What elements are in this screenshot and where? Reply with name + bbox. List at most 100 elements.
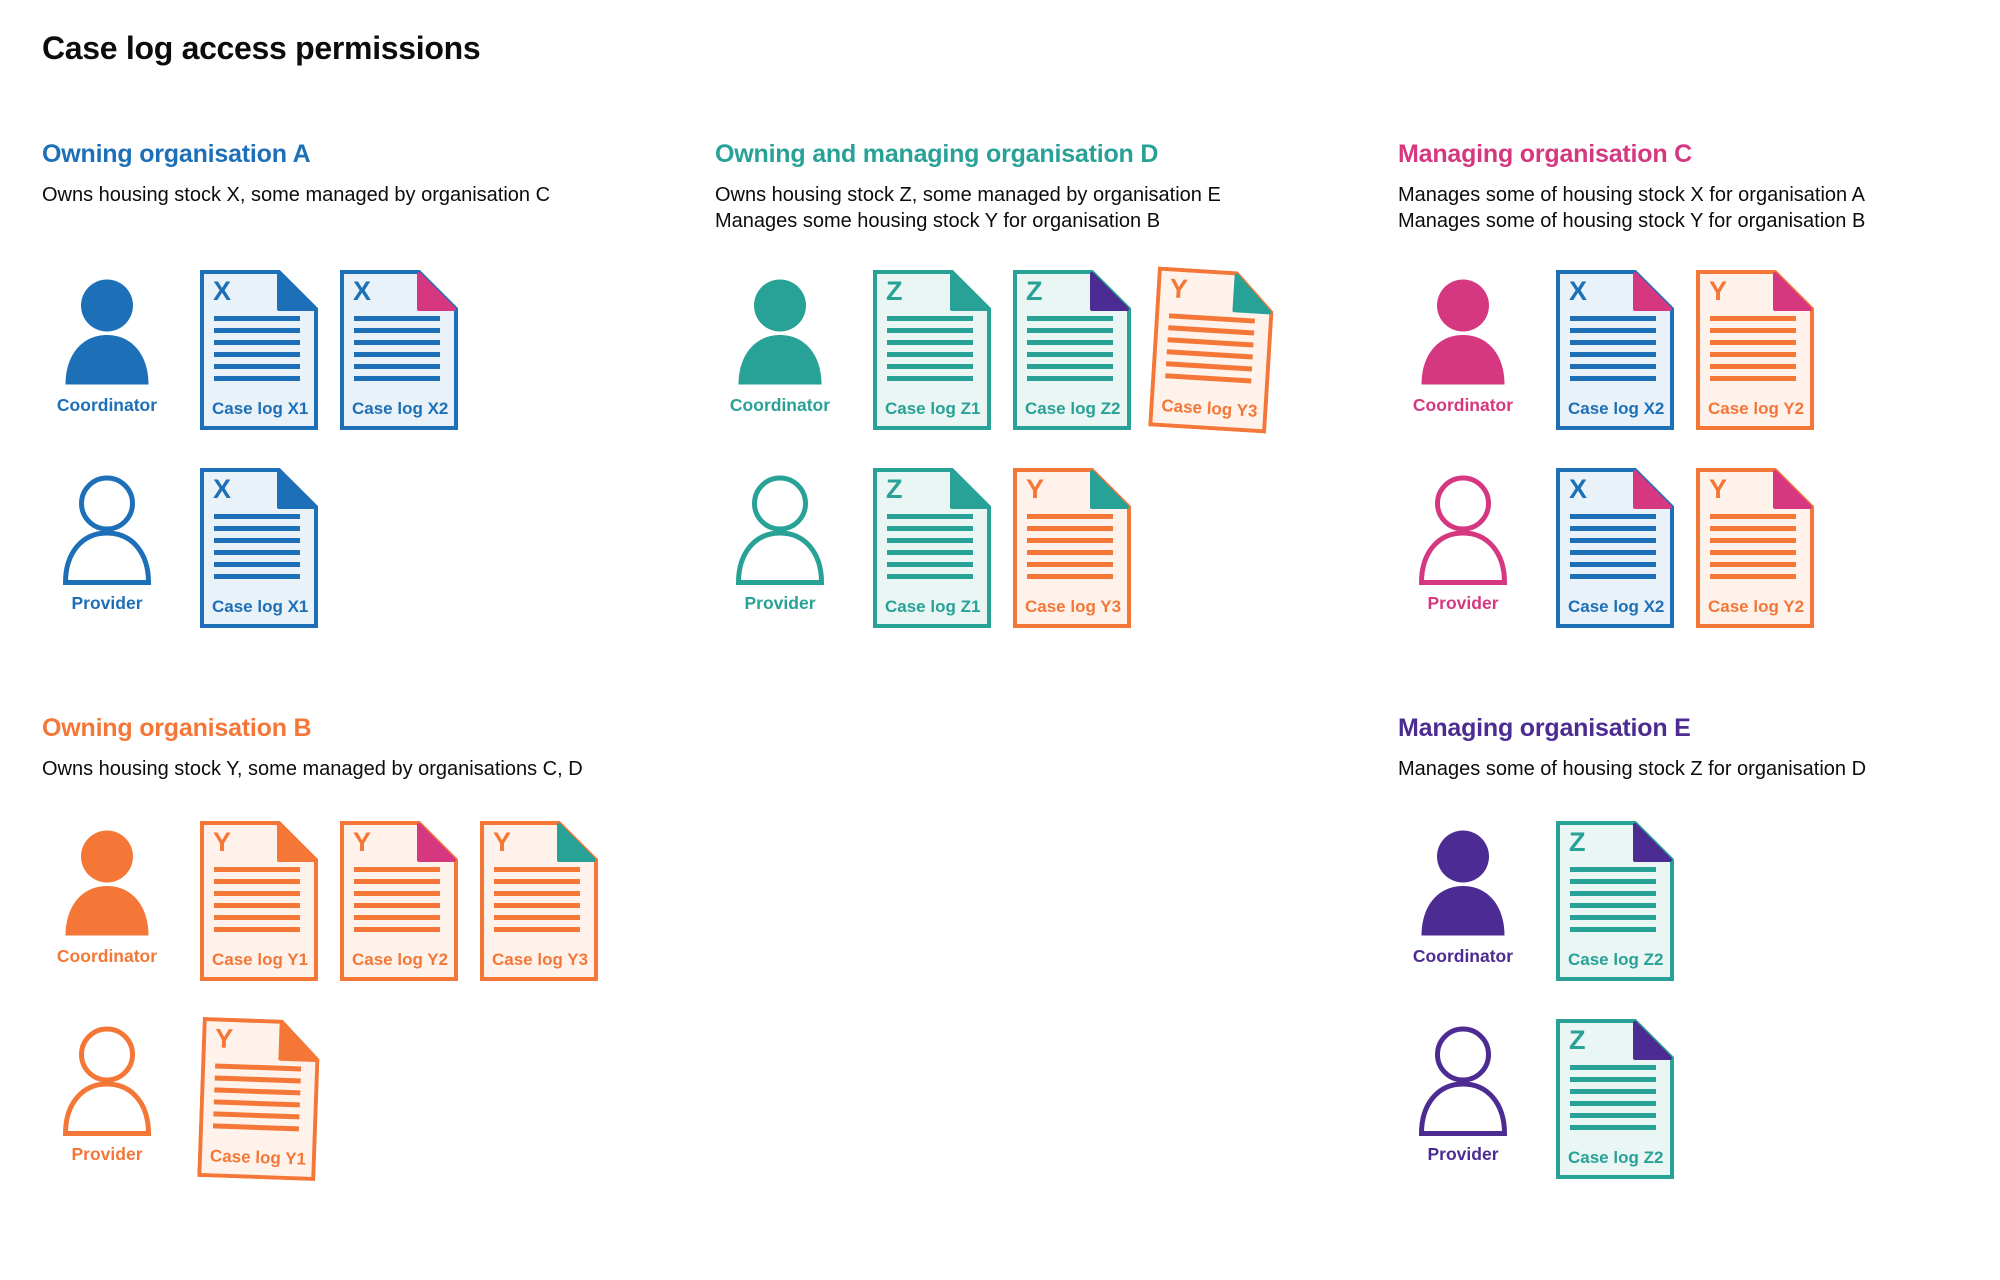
document-text-line — [354, 915, 440, 920]
section-managing-organisation-c: Managing organisation C Manages some of h… — [1398, 138, 2000, 628]
section-description: Owns housing stock Y, some managed by or… — [42, 756, 702, 782]
document-text-line — [1710, 550, 1796, 555]
case-log-label: Case log Y2 — [352, 950, 449, 969]
document-text-line — [1570, 574, 1656, 579]
case-log-label: Case log X2 — [352, 399, 449, 418]
document-text-line — [214, 915, 300, 920]
folded-corner-icon — [1633, 1021, 1672, 1060]
case-log-label: Case log Z2 — [1568, 1148, 1664, 1167]
document-text-line — [214, 903, 300, 908]
document-text-line — [213, 1099, 300, 1108]
stock-letter: Y — [213, 827, 232, 857]
coordinator-row: Coordinator X Case log X2 Y Case log Y2 — [1398, 270, 1814, 430]
provider-person: Provider — [715, 468, 873, 614]
section-heading: Managing organisation E — [1398, 714, 1691, 742]
case-log-document: Z Case log Z2 — [1013, 270, 1131, 430]
case-log-label: Case log Z2 — [1568, 950, 1664, 969]
document-text-line — [1570, 1077, 1656, 1082]
document-text-line — [354, 340, 440, 345]
folded-corner-icon — [1633, 272, 1672, 311]
document-text-line — [887, 538, 973, 543]
document-text-line — [1027, 376, 1113, 381]
stock-letter: X — [1569, 276, 1588, 306]
document-text-line — [1027, 316, 1113, 321]
section-description-line: Owns housing stock Z, some managed by or… — [715, 184, 1221, 206]
document-text-line — [1168, 313, 1255, 324]
document-text-line — [1710, 538, 1796, 543]
stock-letter: Z — [886, 276, 903, 306]
section-owning-organisation-a: Owning organisation A Owns housing stock … — [42, 138, 702, 628]
section-description: Manages some of housing stock X for orga… — [1398, 182, 2000, 234]
case-log-label: Case log Z2 — [1025, 399, 1121, 418]
provider-person: Provider — [1398, 1019, 1556, 1165]
case-log-label: Case log Y1 — [212, 950, 309, 969]
case-log-document-icon — [480, 821, 598, 981]
case-log-document: Z Case log Z1 — [873, 468, 991, 628]
stock-letter: Y — [1026, 474, 1045, 504]
document-text-line — [1570, 538, 1656, 543]
case-log-document-icon — [1013, 270, 1131, 430]
role-label: Provider — [1427, 593, 1499, 613]
document-text-line — [214, 879, 300, 884]
stock-letter: X — [1569, 474, 1588, 504]
coordinator-person: Coordinator — [1398, 270, 1556, 416]
document-text-line — [214, 316, 300, 321]
provider-person: Provider — [1398, 468, 1556, 614]
case-log-document-icon — [1013, 468, 1131, 628]
document-text-line — [215, 1063, 302, 1072]
provider-person-icon — [1419, 475, 1507, 585]
role-label: Coordinator — [1412, 395, 1514, 415]
case-log-document: Y Case log Y2 — [340, 821, 458, 981]
document-text-line — [1570, 903, 1656, 908]
document-text-line — [887, 328, 973, 333]
case-log-document-icon — [1696, 270, 1814, 430]
folded-corner-icon — [417, 272, 456, 311]
section-description: Owns housing stock X, some managed by or… — [42, 182, 702, 208]
section-owning-organisation-b: Owning organisation B Owns housing stock … — [42, 712, 702, 1182]
stock-letter: Z — [1026, 276, 1043, 306]
folded-corner-icon — [277, 470, 316, 509]
case-log-documents: Z Case log Z1 Z Case log Z2 Y Case log Y3 — [873, 266, 1274, 434]
document-text-line — [1710, 364, 1796, 369]
coordinator-person-icon — [738, 279, 822, 385]
document-text-line — [1027, 514, 1113, 519]
role-label: Provider — [1427, 1144, 1499, 1164]
document-text-line — [354, 376, 440, 381]
provider-row: Provider X Case log X1 — [42, 468, 318, 628]
document-text-line — [1710, 526, 1796, 531]
document-text-line — [1570, 1113, 1656, 1118]
case-log-document-icon — [1556, 821, 1674, 981]
coordinator-person-icon — [1421, 830, 1505, 936]
case-log-document: X Case log X2 — [1556, 270, 1674, 430]
case-log-label: Case log X1 — [212, 399, 309, 418]
coordinator-person: Coordinator — [715, 270, 873, 416]
folded-corner-icon — [1633, 470, 1672, 509]
case-log-document: Z Case log Z2 — [1556, 1019, 1674, 1179]
case-log-document: Z Case log Z2 — [1556, 821, 1674, 981]
folded-corner-icon — [1090, 272, 1129, 311]
document-text-line — [1570, 340, 1656, 345]
document-text-line — [494, 879, 580, 884]
document-text-line — [887, 364, 973, 369]
section-heading: Owning organisation B — [42, 714, 312, 742]
stock-letter: Y — [214, 1023, 234, 1055]
provider-person-icon — [1419, 1026, 1507, 1136]
section-description-line: Manages some of housing stock Y for orga… — [1398, 210, 1866, 232]
document-text-line — [887, 376, 973, 381]
case-log-document: Z Case log Z1 — [873, 270, 991, 430]
document-text-line — [1027, 574, 1113, 579]
document-text-line — [214, 1075, 301, 1084]
case-log-documents: Z Case log Z1 Y Case log Y3 — [873, 468, 1131, 628]
document-text-line — [1570, 1125, 1656, 1130]
case-log-document: X Case log X1 — [200, 270, 318, 430]
case-log-label: Case log Z1 — [885, 597, 981, 616]
document-text-line — [1570, 352, 1656, 357]
role-label: Coordinator — [729, 395, 831, 415]
document-text-line — [494, 915, 580, 920]
case-log-document: Y Case log Y3 — [480, 821, 598, 981]
document-text-line — [494, 927, 580, 932]
section-heading: Managing organisation C — [1398, 140, 1693, 168]
case-log-documents: X Case log X2 Y Case log Y2 — [1556, 468, 1814, 628]
document-text-line — [354, 879, 440, 884]
document-text-line — [1710, 316, 1796, 321]
